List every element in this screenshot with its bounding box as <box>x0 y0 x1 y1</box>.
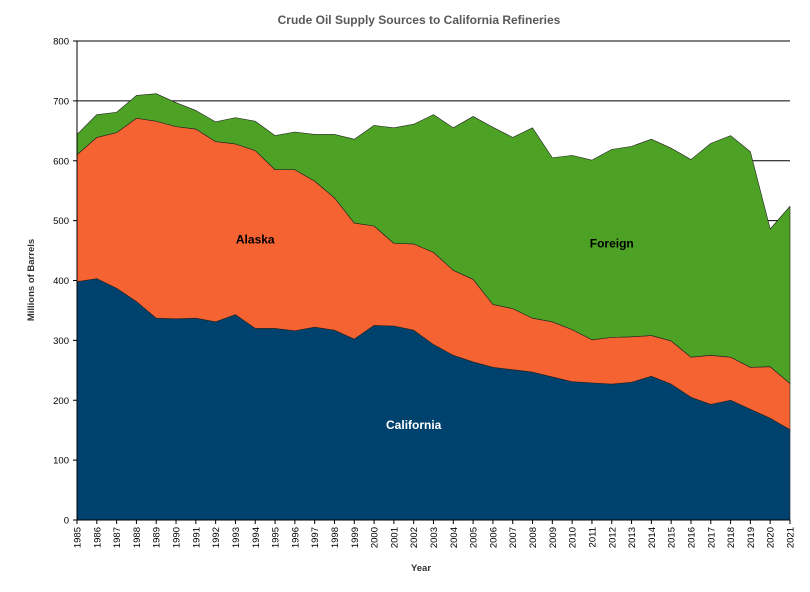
y-tick-label: 0 <box>64 516 69 527</box>
x-tick-label: 2016 <box>686 527 697 548</box>
x-tick-label: 2008 <box>528 527 539 548</box>
x-tick-label: 2000 <box>370 527 381 548</box>
x-tick-label: 1998 <box>330 527 341 548</box>
x-tick-label: 2006 <box>488 527 499 548</box>
x-tick-label: 2010 <box>568 527 579 548</box>
x-tick-label: 2009 <box>548 527 559 548</box>
x-tick-label: 1999 <box>350 527 361 548</box>
y-tick-labels: 0 100 200 300 400 500 600 700 800 <box>53 37 69 527</box>
x-tick-label: 1987 <box>112 527 123 548</box>
x-tick-label: 2004 <box>449 527 460 548</box>
x-tick-label: 2012 <box>607 527 618 548</box>
x-tick-label: 1995 <box>271 527 282 548</box>
x-tick-label: 2019 <box>746 527 757 548</box>
x-axis-title: Year <box>411 563 431 574</box>
x-tick-label: 2021 <box>786 527 797 548</box>
x-tick-label: 2011 <box>587 527 598 547</box>
x-tick-label: 2013 <box>627 527 638 548</box>
y-tick-label: 800 <box>53 37 69 48</box>
x-tick-label: 1992 <box>211 527 222 548</box>
series-label-foreign: Foreign <box>590 236 634 250</box>
y-tick-label: 200 <box>53 396 69 407</box>
x-tick-label: 2014 <box>647 527 658 548</box>
y-tick-label: 500 <box>53 216 69 227</box>
series-label-california: California <box>386 418 442 432</box>
areas <box>76 93 791 521</box>
area-foreign <box>76 93 791 384</box>
x-tick-label: 1989 <box>152 527 163 548</box>
x-tick-label: 2001 <box>389 527 400 548</box>
y-tick-label: 300 <box>53 336 69 347</box>
x-tick-label: 1991 <box>191 527 202 548</box>
x-tick-label: 2007 <box>508 527 519 548</box>
x-tick-label: 1993 <box>231 527 242 548</box>
y-tick-label: 600 <box>53 156 69 167</box>
y-tick-label: 700 <box>53 96 69 107</box>
x-tick-label: 2018 <box>726 527 737 548</box>
x-tick-labels: 1985 1986 1987 1988 1989 1990 1991 1992 1993 1994… <box>73 527 797 548</box>
x-tick-label: 2020 <box>766 527 777 548</box>
y-tick-label: 400 <box>53 276 69 287</box>
x-tick-label: 2002 <box>409 527 420 548</box>
x-tick-label: 1985 <box>73 527 84 548</box>
x-tick-label: 2017 <box>706 527 717 548</box>
series-labels: California Alaska Foreign <box>236 232 634 432</box>
x-tick-label: 2003 <box>429 527 440 548</box>
y-tick-label: 100 <box>53 456 69 467</box>
chart-title: Crude Oil Supply Sources to California R… <box>278 13 561 27</box>
y-axis-title: Millions of Barrels <box>26 239 37 321</box>
x-tick-label: 1997 <box>310 527 321 548</box>
x-tick-label: 1994 <box>251 527 262 548</box>
x-tick-label: 1988 <box>132 527 143 548</box>
axes <box>73 40 791 524</box>
x-tick-label: 1986 <box>92 527 103 548</box>
x-tick-label: 1990 <box>172 527 183 548</box>
x-tick-label: 1996 <box>290 527 301 548</box>
x-tick-label: 2015 <box>667 527 678 548</box>
series-label-alaska: Alaska <box>236 232 275 246</box>
x-tick-label: 2005 <box>469 527 480 548</box>
